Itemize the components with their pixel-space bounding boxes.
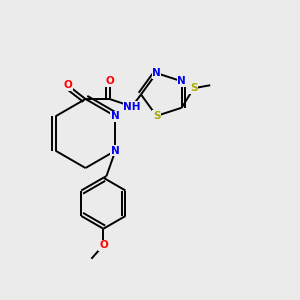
Text: O: O [105,76,114,86]
Text: S: S [153,111,160,121]
Text: NH: NH [123,101,141,112]
Text: N: N [177,76,186,86]
Text: O: O [64,80,73,91]
Text: S: S [190,83,197,93]
Text: N: N [111,111,120,121]
Text: O: O [99,240,108,250]
Text: N: N [111,146,120,156]
Text: N: N [152,68,161,78]
